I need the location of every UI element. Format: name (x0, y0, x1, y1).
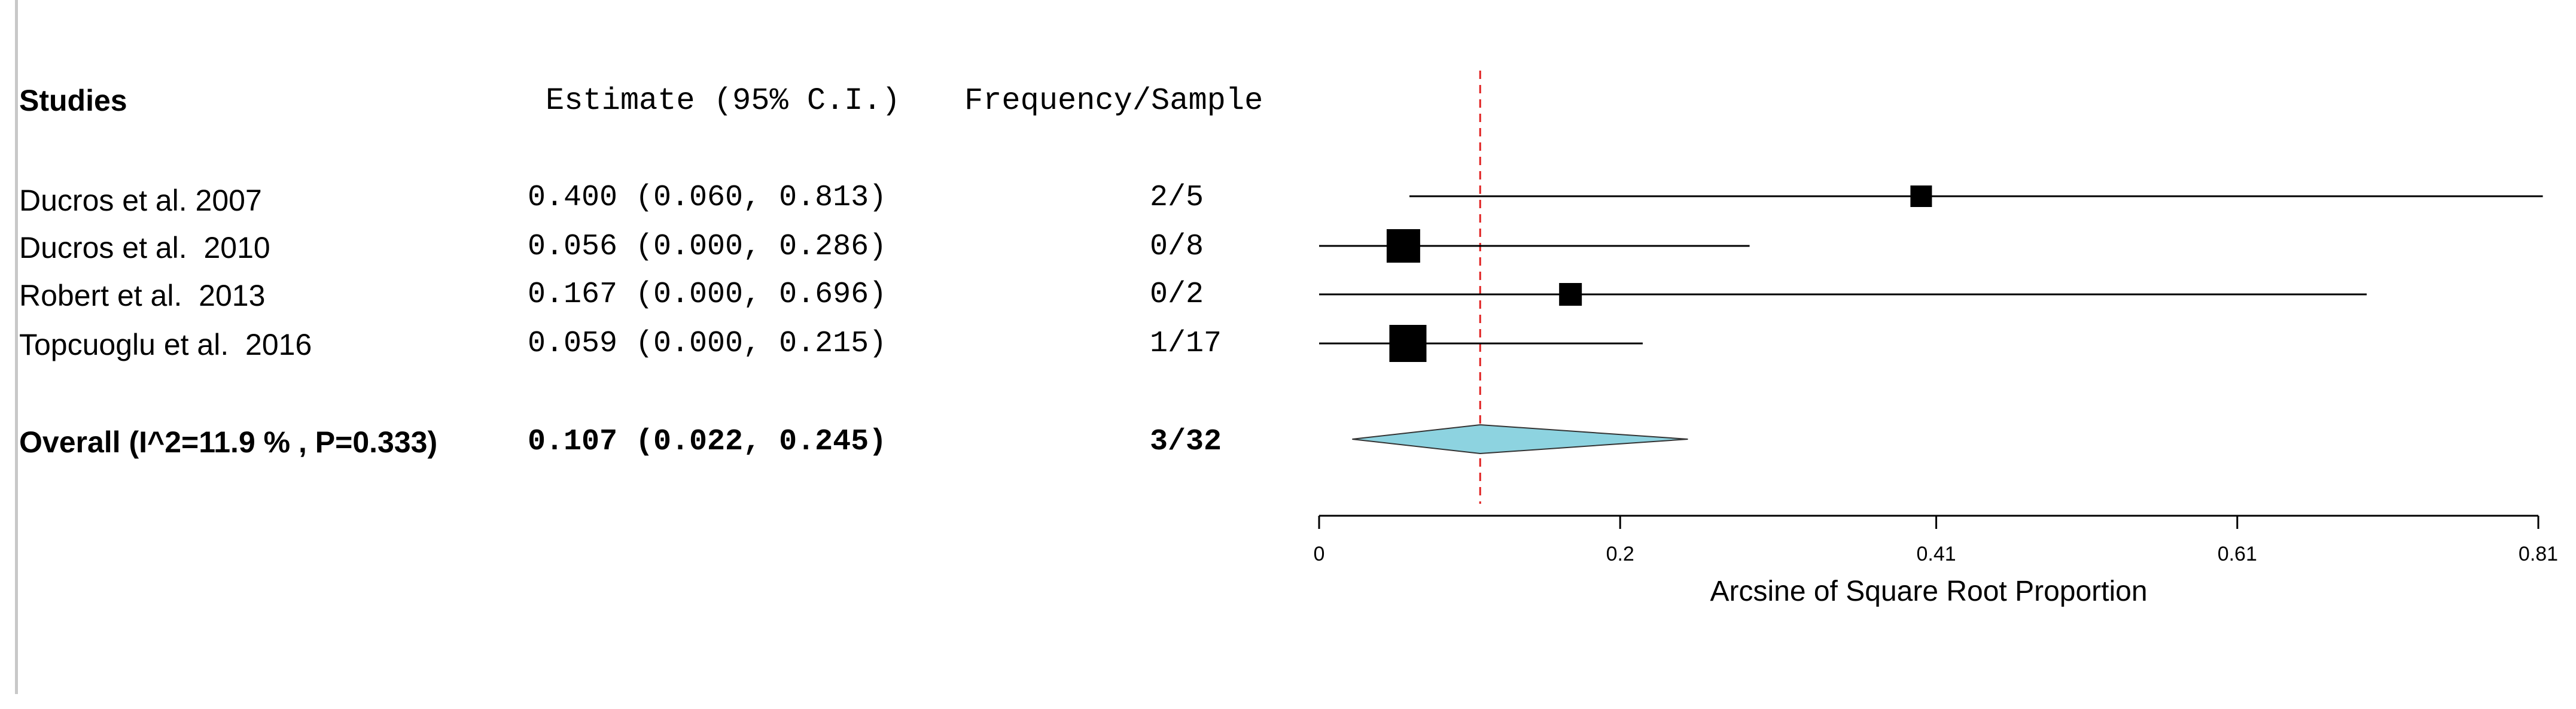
point-marker (1386, 229, 1420, 263)
study-name: Robert et al. 2013 (19, 279, 266, 312)
header-frequency: Frequency/Sample (964, 83, 1263, 118)
study-estimate: 0.059 (0.000, 0.215) (528, 327, 887, 361)
study-frequency: 2/5 (1150, 181, 1204, 215)
point-marker (1559, 283, 1582, 306)
study-estimate: 0.167 (0.000, 0.696) (528, 278, 887, 312)
study-name: Ducros et al. 2007 (19, 184, 262, 217)
overall-frequency: 3/32 (1150, 425, 1222, 459)
point-marker (1910, 185, 1932, 207)
left-border (15, 0, 18, 694)
x-tick-label: 0.2 (1606, 543, 1634, 565)
header-estimate: Estimate (95% C.I.) (546, 83, 900, 118)
x-tick-label: 0 (1314, 543, 1325, 565)
x-axis-title: Arcsine of Square Root Proportion (1710, 576, 2147, 607)
x-tick-label: 0.81 (2519, 543, 2558, 565)
study-name: Topcuoglu et al. 2016 (19, 328, 312, 361)
study-name: Ducros et al. 2010 (19, 231, 270, 264)
header-studies: Studies (19, 84, 127, 117)
study-frequency: 1/17 (1150, 327, 1222, 361)
x-tick-label: 0.61 (2218, 543, 2257, 565)
point-marker (1389, 325, 1427, 362)
x-tick-label: 0.41 (1916, 543, 1956, 565)
study-estimate: 0.056 (0.000, 0.286) (528, 230, 887, 264)
study-frequency: 0/2 (1150, 278, 1204, 312)
study-frequency: 0/8 (1150, 230, 1204, 264)
overall-estimate: 0.107 (0.022, 0.245) (528, 425, 887, 459)
summary-diamond (1352, 424, 1688, 455)
overall-label: Overall (I^2=11.9 % , P=0.333) (19, 425, 438, 459)
study-estimate: 0.400 (0.060, 0.813) (528, 181, 887, 215)
